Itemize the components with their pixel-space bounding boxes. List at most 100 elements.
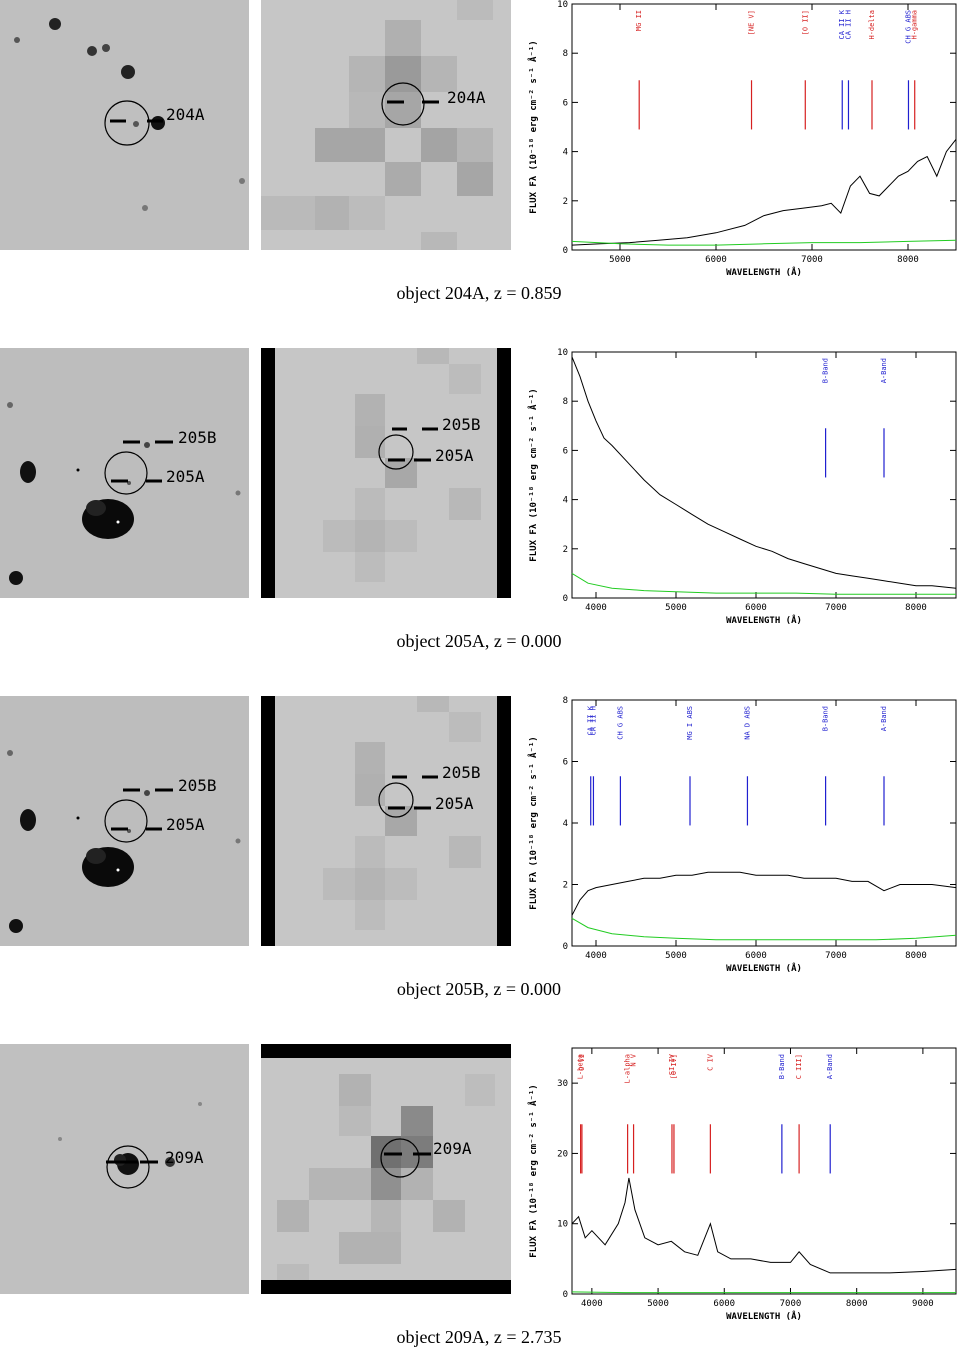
feature-label: [O IV] xyxy=(670,1054,678,1079)
x-tick-label: 5000 xyxy=(609,255,631,265)
feature-label: B-Band xyxy=(822,706,830,731)
feature-label: L-alpha xyxy=(624,1054,632,1084)
feature-label: O VI xyxy=(578,1054,586,1071)
x-tick-label: 4000 xyxy=(585,951,607,961)
y-tick-label: 0 xyxy=(563,1290,568,1300)
feature-label: CH G ABS xyxy=(616,706,624,740)
feature-label: L-beta xyxy=(577,1054,585,1079)
feature-label: CA II H xyxy=(844,10,852,40)
y-tick-label: 10 xyxy=(557,348,568,358)
feature-label: CH G ABS xyxy=(904,10,912,44)
x-tick-label: 7000 xyxy=(825,603,847,613)
optical-image-graphic xyxy=(0,1044,249,1294)
xray-image-graphic xyxy=(261,348,511,598)
figure-caption: object 205B, z = 0.000 xyxy=(396,979,562,999)
series-line xyxy=(571,239,957,246)
y-tick-label: 2 xyxy=(563,545,568,555)
spectrum-svg: 4000 5000 6000 7000 8000 0 2 4 6 8 WAVELENGTH (Å) F… xyxy=(528,696,957,974)
feature-label: A-Band xyxy=(880,358,888,383)
spectrum-svg: 5000 6000 7000 8000 0 2 4 6 8 10 WAVELENGTH (Å) FLU… xyxy=(528,0,957,278)
y-tick-label: 30 xyxy=(557,1079,568,1089)
spectrum-svg: 4000 5000 6000 7000 8000 9000 0 10 20 30 WAVELENGT… xyxy=(528,1047,957,1322)
optical-image: 205B 205A xyxy=(0,696,249,946)
x-tick-label: 4000 xyxy=(585,603,607,613)
plot-frame xyxy=(571,1047,957,1295)
x-tick-label: 7000 xyxy=(801,255,823,265)
xray-image-graphic xyxy=(261,0,511,250)
optical-image: 205B 205A xyxy=(0,348,249,598)
optical-image-graphic xyxy=(0,0,249,250)
spectrum-svg: 4000 5000 6000 7000 8000 0 2 4 6 8 10 WAVELENGTH (Å… xyxy=(528,348,957,626)
x-axis-label: WAVELENGTH (Å) xyxy=(726,963,802,974)
feature-label: MG I ABS xyxy=(686,706,694,740)
series-line xyxy=(571,917,957,941)
x-tick-label: 9000 xyxy=(912,1299,934,1309)
x-axis-label: WAVELENGTH (Å) xyxy=(726,1311,802,1322)
series-line xyxy=(571,572,956,595)
y-tick-label: 4 xyxy=(563,496,568,506)
x-tick-label: 8000 xyxy=(905,603,927,613)
optical-image: 204A xyxy=(0,0,249,250)
feature-label: A-Band xyxy=(826,1054,834,1079)
source-label: 205B xyxy=(442,763,481,782)
feature-label: B-Band xyxy=(778,1054,786,1079)
source-label: 209A xyxy=(165,1148,204,1167)
source-label: 205A xyxy=(166,467,205,486)
xray-image: 204A xyxy=(261,0,511,250)
series-line xyxy=(571,356,957,589)
series-line xyxy=(571,1291,956,1294)
y-tick-label: 0 xyxy=(563,942,568,952)
source-label: 204A xyxy=(447,88,486,107)
source-label: 205A xyxy=(435,446,474,465)
x-tick-label: 6000 xyxy=(705,255,727,265)
figure-caption: object 204A, z = 0.859 xyxy=(396,283,562,303)
source-label: 205B xyxy=(442,415,481,434)
x-tick-label: 5000 xyxy=(665,603,687,613)
y-tick-label: 0 xyxy=(563,246,568,256)
source-label: 204A xyxy=(166,105,205,124)
series-line xyxy=(571,138,957,246)
x-tick-label: 6000 xyxy=(745,603,767,613)
optical-image-graphic xyxy=(0,348,249,598)
x-axis-label: WAVELENGTH (Å) xyxy=(726,615,802,626)
feature-label: N V xyxy=(630,1053,638,1066)
y-tick-label: 10 xyxy=(557,0,568,10)
feature-label: H-gamma xyxy=(911,10,919,40)
xray-image: 205B 205A xyxy=(261,348,511,598)
feature-label: [O II] xyxy=(801,10,809,35)
source-label: 209A xyxy=(433,1139,472,1158)
y-tick-label: 6 xyxy=(563,98,568,108)
y-tick-label: 8 xyxy=(563,696,568,706)
y-tick-label: 2 xyxy=(563,881,568,891)
series-line xyxy=(571,1177,957,1274)
x-tick-label: 5000 xyxy=(665,951,687,961)
x-tick-label: 7000 xyxy=(780,1299,802,1309)
source-label: 205B xyxy=(178,428,217,447)
feature-label: CA II H xyxy=(589,706,597,736)
spectrum-chart: 4000 5000 6000 7000 8000 0 2 4 6 8 WAVELENGTH (Å) F… xyxy=(512,696,958,976)
figure-caption: object 209A, z = 2.735 xyxy=(396,1327,562,1347)
x-tick-label: 8000 xyxy=(905,951,927,961)
y-axis-label: FLUX Fλ (10⁻¹⁸ erg cm⁻² s⁻¹ Å⁻¹) xyxy=(528,40,539,213)
feature-label: B-Band xyxy=(822,358,830,383)
feature-label: [NE V] xyxy=(748,10,756,35)
y-axis-label: FLUX Fλ (10⁻¹⁸ erg cm⁻² s⁻¹ Å⁻¹) xyxy=(528,1084,539,1257)
x-tick-label: 5000 xyxy=(647,1299,669,1309)
figure-caption: object 205A, z = 0.000 xyxy=(396,631,562,651)
xray-image: 209A xyxy=(261,1044,511,1294)
y-tick-label: 6 xyxy=(563,446,568,456)
optical-image-graphic xyxy=(0,696,249,946)
y-tick-label: 4 xyxy=(563,819,568,829)
x-tick-label: 7000 xyxy=(825,951,847,961)
xray-image-graphic xyxy=(261,1044,511,1294)
x-tick-label: 8000 xyxy=(846,1299,868,1309)
feature-label: SI IV xyxy=(668,1053,676,1075)
y-tick-label: 20 xyxy=(557,1149,568,1159)
series-line xyxy=(571,871,957,916)
x-tick-label: 8000 xyxy=(897,255,919,265)
source-label: 205B xyxy=(178,776,217,795)
source-label: 205A xyxy=(435,794,474,813)
x-axis-label: WAVELENGTH (Å) xyxy=(726,267,802,278)
optical-image: 209A xyxy=(0,1044,249,1294)
y-axis-label: FLUX Fλ (10⁻¹⁸ erg cm⁻² s⁻¹ Å⁻¹) xyxy=(528,736,539,909)
